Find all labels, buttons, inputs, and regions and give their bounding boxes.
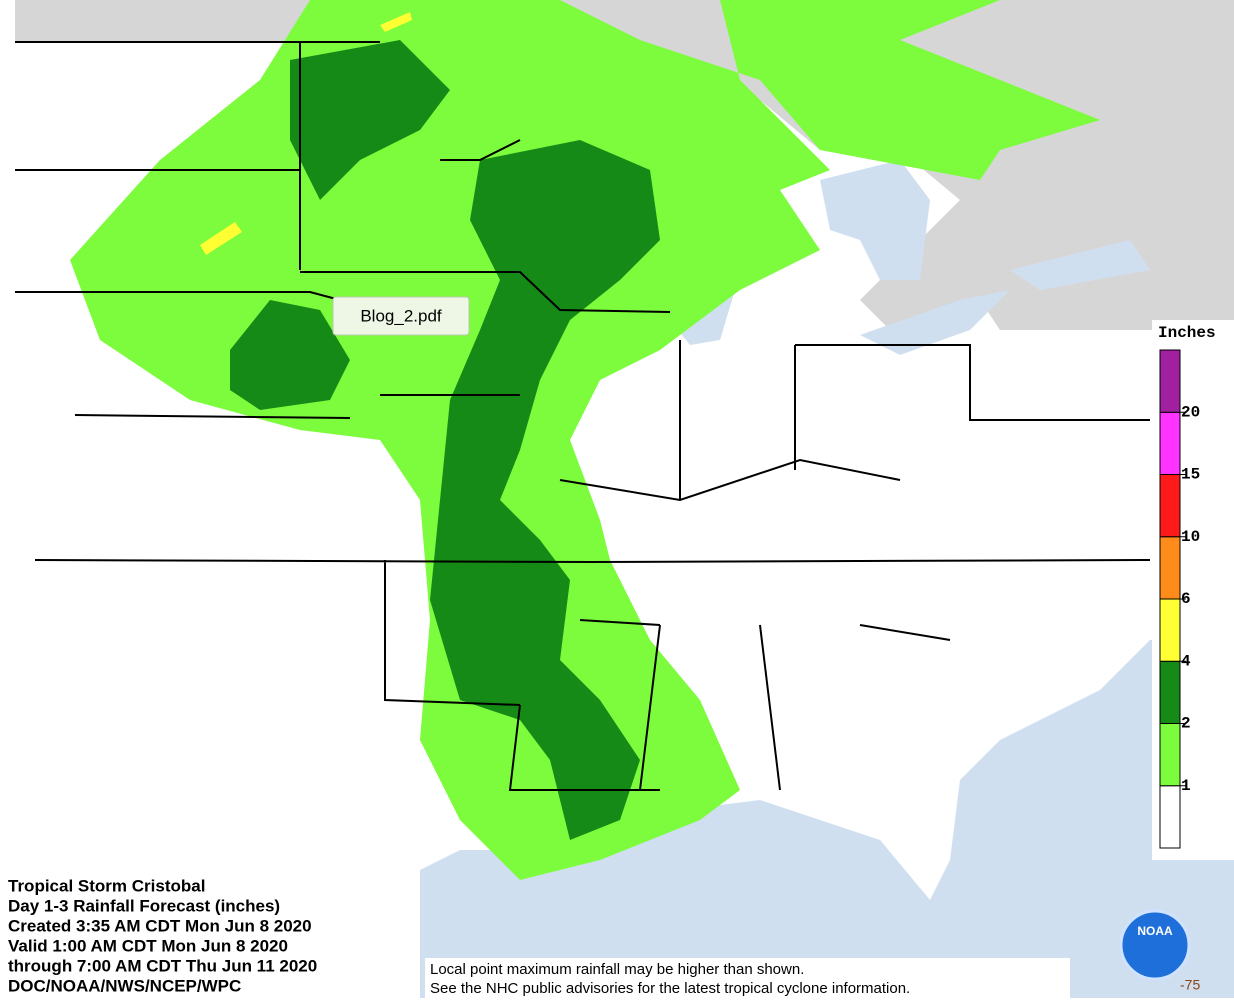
disclaimer: Local point maximum rainfall may be high…	[430, 961, 910, 997]
caption-line: DOC/NOAA/NWS/NCEP/WPC	[8, 976, 241, 995]
legend-label: 6	[1181, 590, 1191, 608]
canada-land	[15, 0, 320, 42]
caption-line: Tropical Storm Cristobal	[8, 876, 205, 895]
canada-land	[560, 0, 1234, 340]
lake-huron	[820, 160, 930, 280]
legend-swatch	[1159, 349, 1181, 413]
legend: 1 2 4 6 10 15 20	[1159, 349, 1200, 849]
legend-swatch	[1159, 660, 1181, 724]
logo-text: NOAA	[1137, 924, 1173, 938]
legend-label: 2	[1181, 715, 1191, 733]
lake-erie	[860, 290, 1010, 355]
disclaimer-line: See the NHC public advisories for the la…	[430, 980, 910, 997]
disclaimer-line: Local point maximum rainfall may be high…	[430, 961, 804, 978]
longitude-label: -75	[1180, 977, 1200, 993]
legend-label: 4	[1181, 652, 1191, 670]
tooltip-text: Blog_2.pdf	[360, 306, 442, 325]
rain-2-4in	[290, 40, 450, 200]
rain-4-6in	[200, 222, 242, 255]
rain-4-6in	[380, 12, 412, 32]
tooltip[interactable]	[332, 296, 470, 336]
caption-background	[0, 870, 420, 998]
legend-label: 10	[1181, 528, 1200, 546]
legend-swatch	[1159, 723, 1181, 787]
rain-1-2in	[70, 0, 1100, 880]
caption-line: through 7:00 AM CDT Thu Jun 11 2020	[8, 956, 317, 975]
state-boundaries	[15, 41, 1151, 791]
legend-swatch	[1159, 411, 1181, 475]
caption-line: Created 3:35 AM CDT Mon Jun 8 2020	[8, 916, 312, 935]
caption-line: Valid 1:00 AM CDT Mon Jun 8 2020	[8, 936, 288, 955]
legend-label: 20	[1181, 403, 1200, 421]
ocean	[420, 640, 1234, 998]
legend-label: 1	[1181, 777, 1191, 795]
legend-title: Inches	[1158, 324, 1216, 342]
noaa-logo	[1119, 909, 1191, 981]
legend-label: 15	[1181, 466, 1200, 484]
legend-swatch	[1159, 785, 1181, 849]
legend-swatch	[1159, 536, 1181, 600]
caption-line: Day 1-3 Rainfall Forecast (inches)	[8, 896, 280, 915]
rain-2-4in	[430, 140, 660, 840]
legend-swatch	[1159, 474, 1181, 538]
lake-ontario	[1010, 240, 1150, 290]
rain-2-4in	[230, 300, 350, 410]
disclaimer-background	[425, 958, 1070, 998]
legend-swatch	[1159, 598, 1181, 662]
